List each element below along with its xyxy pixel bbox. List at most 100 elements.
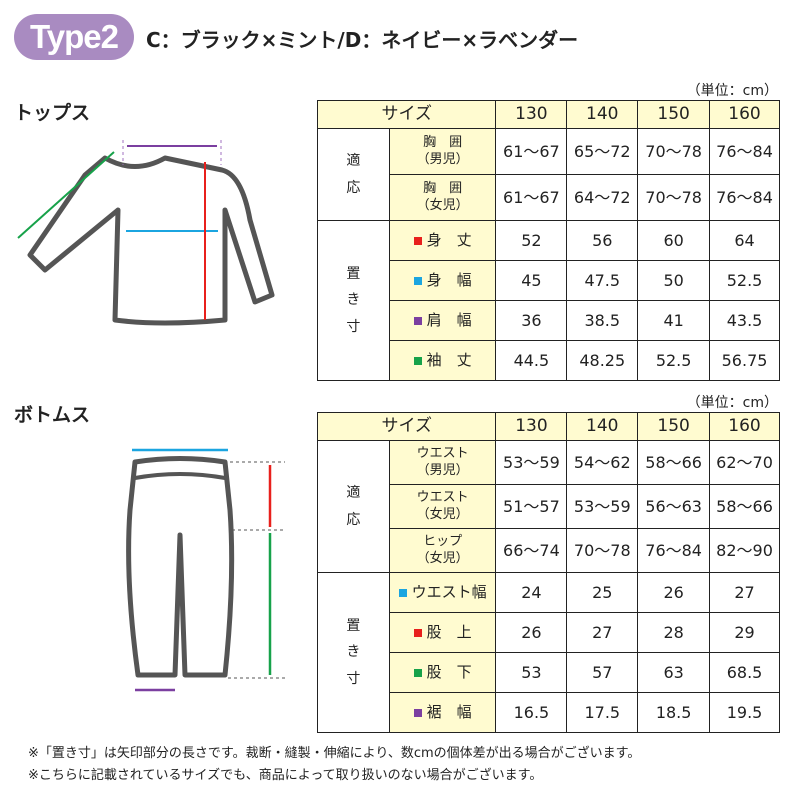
note-1: ※「置き寸」は矢印部分の長さです。裁断・縫製・伸縮により、数cmの個体差が出る場… — [28, 746, 641, 761]
fit-value: 51〜57 — [495, 484, 568, 529]
color-square-icon — [413, 628, 422, 637]
measure-name: 身 幅 — [426, 271, 472, 290]
bottoms-illustration — [126, 448, 285, 692]
size-130: 130 — [495, 100, 568, 129]
size-130: 130 — [495, 412, 568, 441]
flat-value: 56.75 — [709, 340, 780, 381]
tops-heading: トップス — [14, 102, 91, 124]
flat-row: 身 幅 45 47.5 50 52.5 — [318, 260, 780, 301]
flat-value: 57 — [566, 652, 639, 693]
color-square-icon — [413, 236, 422, 245]
color-square-icon — [413, 276, 422, 285]
fit-row: 適 応ウエスト （男児） 53〜59 54〜62 58〜66 62〜70 — [317, 440, 780, 573]
color-square-icon — [413, 668, 422, 677]
flat-row-label: ウエスト幅 — [388, 572, 497, 613]
flat-value: 52.5 — [637, 340, 711, 381]
flat-row: 股 下 53 57 63 68.5 — [318, 652, 780, 693]
fit-row-label: 胸 囲（男児） — [388, 128, 497, 175]
flat-value: 41 — [637, 300, 711, 341]
fit-value: 53〜59 — [566, 484, 639, 529]
fit-row-label: ヒップ （女児） — [388, 528, 497, 573]
size-160: 160 — [709, 100, 780, 129]
flat-value: 47.5 — [566, 260, 639, 301]
flat-value: 27 — [709, 572, 780, 613]
measure-name: 胸 囲 — [423, 181, 463, 197]
bottoms-heading: ボトムス — [14, 404, 91, 426]
tops-size-table: サイズ 130 140 150 160 適 応胸 囲（男児） 61〜67 65〜72… — [316, 100, 780, 381]
flat-value: 68.5 — [709, 652, 780, 693]
flat-value: 45 — [495, 260, 568, 301]
flat-value: 27 — [566, 612, 639, 653]
note-2: ※こちらに記載されているサイズでも、商品によって取り扱いのない場合がございます。 — [28, 768, 543, 783]
flat-row-label: 裾 幅 — [388, 692, 497, 733]
fit-value: 70〜78 — [637, 174, 711, 221]
fit-group-label: 適 応 — [317, 440, 390, 573]
measure-name: 裾 幅 — [426, 703, 472, 722]
flat-value: 56 — [566, 220, 639, 261]
flat-value: 63 — [637, 652, 711, 693]
flat-value: 52 — [495, 220, 568, 261]
gender: （男児） — [416, 462, 469, 478]
measure-name: 肩 幅 — [426, 311, 472, 330]
color-square-icon — [413, 708, 422, 717]
color-square-icon — [413, 316, 422, 325]
color-square-icon — [398, 588, 407, 597]
flat-value: 48.25 — [566, 340, 639, 381]
gender: （男児） — [416, 151, 469, 167]
gender: （女児） — [416, 550, 469, 566]
size-header: サイズ — [316, 100, 497, 129]
flat-row-label: 股 下 — [388, 652, 497, 693]
flat-row-label: 身 幅 — [388, 260, 497, 301]
flat-value: 28 — [637, 612, 711, 653]
bottoms-size-table: サイズ 130 140 150 160 適 応ウエスト （男児） 53〜59 54〜6… — [316, 412, 780, 733]
flat-row: 裾 幅 16.5 17.5 18.5 19.5 — [318, 692, 780, 733]
flat-value: 26 — [637, 572, 711, 613]
gender: （女児） — [416, 197, 469, 213]
flat-row-label: 肩 幅 — [388, 300, 497, 341]
color-square-icon — [413, 356, 422, 365]
measure-name: 股 上 — [426, 623, 472, 642]
flat-value: 16.5 — [495, 692, 568, 733]
flat-row: 袖 丈 44.5 48.25 52.5 56.75 — [318, 340, 780, 381]
flat-row: 置 き 寸 身 丈 52 56 60 64 — [317, 220, 780, 381]
size-150: 150 — [637, 100, 711, 129]
fit-value: 70〜78 — [637, 128, 711, 175]
size-header: サイズ — [316, 412, 497, 441]
fit-value: 58〜66 — [637, 440, 711, 485]
fit-value: 61〜67 — [495, 128, 568, 175]
fit-value: 53〜59 — [495, 440, 568, 485]
measure-name: 股 下 — [426, 663, 472, 682]
color-variants: C：ブラック×ミント/D：ネイビー×ラベンダー — [146, 28, 579, 52]
flat-value: 44.5 — [495, 340, 568, 381]
flat-value: 60 — [637, 220, 711, 261]
fit-value: 64〜72 — [566, 174, 639, 221]
size-140: 140 — [566, 100, 639, 129]
measure-name: 身 丈 — [426, 231, 472, 250]
fit-row-label: ウエスト （男児） — [388, 440, 497, 485]
fit-row: ヒップ （女児） 66〜74 70〜78 76〜84 82〜90 — [318, 528, 780, 573]
flat-row: 置 き 寸ウエスト幅 24 25 26 27 — [317, 572, 780, 733]
fit-row: ウエスト （女児） 51〜57 53〜59 56〜63 58〜66 — [318, 484, 780, 529]
flat-row-label: 股 上 — [388, 612, 497, 653]
measure-name: 胸 囲 — [423, 135, 463, 151]
fit-row-label: ウエスト （女児） — [388, 484, 497, 529]
flat-value: 26 — [495, 612, 568, 653]
measure-name: ヒップ — [423, 534, 463, 550]
size-150: 150 — [637, 412, 711, 441]
flat-row-label: 袖 丈 — [388, 340, 497, 381]
flat-value: 50 — [637, 260, 711, 301]
fit-group-label: 適 応 — [317, 128, 390, 221]
fit-value: 62〜70 — [709, 440, 780, 485]
flat-value: 19.5 — [709, 692, 780, 733]
measure-name: ウエスト幅 — [411, 583, 487, 602]
fit-value: 61〜67 — [495, 174, 568, 221]
fit-value: 56〜63 — [637, 484, 711, 529]
fit-value: 76〜84 — [637, 528, 711, 573]
flat-value: 52.5 — [709, 260, 780, 301]
fit-row-label: 胸 囲（女児） — [388, 174, 497, 221]
fit-value: 65〜72 — [566, 128, 639, 175]
size-160: 160 — [709, 412, 780, 441]
size-140: 140 — [566, 412, 639, 441]
type-badge: Type2 — [14, 14, 134, 60]
fit-value: 76〜84 — [709, 174, 780, 221]
